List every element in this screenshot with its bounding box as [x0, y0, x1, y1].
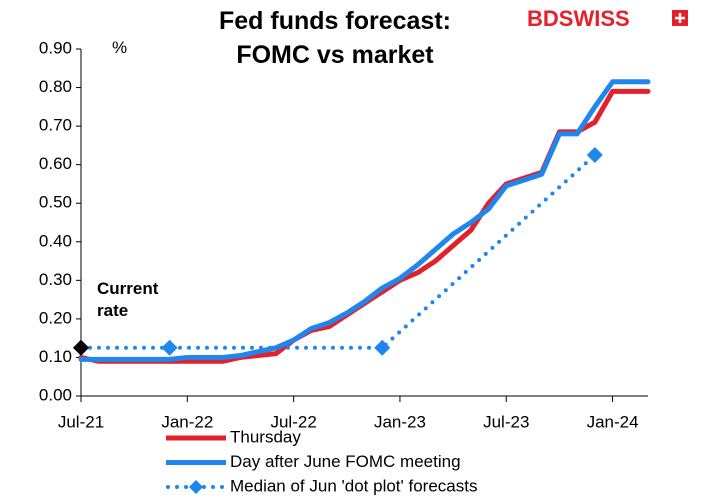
- annotation: Current rate: [97, 279, 159, 320]
- x-tick-label: Jul-23: [483, 412, 529, 431]
- marker: [374, 339, 391, 356]
- chart-title: Fed funds forecast: FOMC vs market: [219, 7, 451, 69]
- legend-label: Median of Jun 'dot plot' forecasts: [230, 476, 477, 495]
- legend-label: Day after June FOMC meeting: [230, 452, 461, 471]
- y-tick-label: 0.40: [39, 231, 72, 250]
- y-tick-label: 0.50: [39, 193, 72, 212]
- x-tick-label: Jan-22: [161, 412, 213, 431]
- dotted-line: [79, 153, 597, 350]
- annotation-marker: [73, 339, 89, 356]
- x-tick-label: Jul-21: [58, 412, 104, 431]
- y-tick-label: 0.30: [39, 270, 72, 289]
- y-tick-label: 0.70: [39, 116, 72, 135]
- y-tick-label: 0.60: [39, 154, 72, 173]
- logo: BDSWISS: [527, 6, 630, 31]
- marker: [586, 147, 603, 164]
- y-tick-label: 0.20: [39, 308, 72, 327]
- y-tick-label: 0.90: [39, 38, 72, 57]
- x-tick-label: Jan-23: [374, 412, 426, 431]
- x-tick-label: Jul-22: [270, 412, 316, 431]
- marker: [161, 339, 178, 356]
- y-tick-label: 0.80: [39, 77, 72, 96]
- legend-swatch-marker: [189, 480, 203, 494]
- y-unit: %: [112, 38, 128, 57]
- y-tick-label: 0.10: [39, 347, 72, 366]
- logo-icon-cross: [675, 13, 685, 23]
- line: [78, 79, 651, 362]
- legend-label: Thursday: [230, 427, 301, 446]
- x-tick-label: Jan-24: [587, 412, 639, 431]
- y-tick-label: 0.00: [39, 385, 72, 404]
